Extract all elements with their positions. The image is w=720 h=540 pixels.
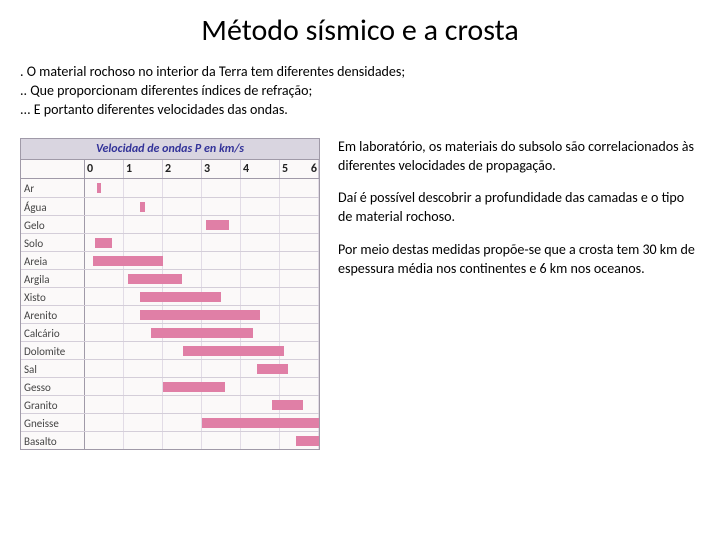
- axis-tick: 6: [309, 160, 317, 178]
- range-bar: [140, 202, 146, 212]
- axis-tick: 1: [124, 160, 163, 178]
- body-text: Em laboratório, os materiais do subsolo …: [338, 138, 700, 450]
- chart-row: Sal: [21, 359, 319, 377]
- axis-tick: 3: [202, 160, 241, 178]
- row-grid: [85, 198, 319, 215]
- velocity-chart: Velocidad de ondas P en km/s 0123456 ArÁ…: [20, 138, 320, 450]
- row-grid: [85, 252, 319, 269]
- page-title: Método sísmico e a crosta: [20, 12, 700, 49]
- row-grid: [85, 432, 319, 449]
- chart-header: Velocidad de ondas P en km/s: [21, 139, 319, 160]
- paragraph: Daí é possível descobrir a profundidade …: [338, 189, 700, 227]
- row-grid: [85, 270, 319, 287]
- axis-tick: 2: [163, 160, 202, 178]
- range-bar: [97, 183, 101, 193]
- row-label: Gneisse: [21, 414, 85, 431]
- row-grid: [85, 360, 319, 377]
- range-bar: [202, 418, 319, 428]
- range-bar: [272, 400, 303, 410]
- row-label: Água: [21, 198, 85, 215]
- axis-tick: 0: [85, 160, 124, 178]
- range-bar: [151, 328, 252, 338]
- row-grid: [85, 378, 319, 395]
- row-label: Calcário: [21, 324, 85, 341]
- row-label: Gelo: [21, 216, 85, 233]
- row-label: Gesso: [21, 378, 85, 395]
- bullet-item: ... E portanto diferentes velocidades da…: [20, 101, 700, 120]
- chart-row: Basalto: [21, 431, 319, 449]
- row-label: Argila: [21, 270, 85, 287]
- row-grid: [85, 288, 319, 305]
- chart-row: Ar: [21, 179, 319, 197]
- range-bar: [95, 238, 113, 248]
- range-bar: [163, 382, 225, 392]
- chart-row: Argila: [21, 269, 319, 287]
- row-grid: [85, 234, 319, 251]
- chart-row: Gelo: [21, 215, 319, 233]
- chart-row: Gneisse: [21, 413, 319, 431]
- row-grid: [85, 396, 319, 413]
- row-label: Solo: [21, 234, 85, 251]
- chart-axis: 0123456: [21, 160, 319, 179]
- bullet-list: . O material rochoso no interior da Terr…: [20, 63, 700, 120]
- row-label: Dolomite: [21, 342, 85, 359]
- row-grid: [85, 342, 319, 359]
- row-grid: [85, 414, 319, 431]
- chart-row: Calcário: [21, 323, 319, 341]
- axis-tick: 4: [241, 160, 280, 178]
- chart-row: Arenito: [21, 305, 319, 323]
- chart-row: Solo: [21, 233, 319, 251]
- chart-row: Água: [21, 197, 319, 215]
- bullet-item: . O material rochoso no interior da Terr…: [20, 63, 700, 82]
- paragraph: Por meio destas medidas propõe-se que a …: [338, 241, 700, 279]
- row-grid: [85, 216, 319, 233]
- range-bar: [296, 436, 319, 446]
- row-label: Areia: [21, 252, 85, 269]
- chart-row: Gesso: [21, 377, 319, 395]
- range-bar: [183, 346, 284, 356]
- bullet-item: .. Que proporcionam diferentes índices d…: [20, 82, 700, 101]
- row-grid: [85, 324, 319, 341]
- range-bar: [206, 220, 229, 230]
- chart-row: Xisto: [21, 287, 319, 305]
- range-bar: [140, 292, 222, 302]
- row-label: Arenito: [21, 306, 85, 323]
- row-grid: [85, 306, 319, 323]
- chart-row: Areia: [21, 251, 319, 269]
- row-label: Basalto: [21, 432, 85, 449]
- chart-row: Dolomite: [21, 341, 319, 359]
- row-label: Xisto: [21, 288, 85, 305]
- range-bar: [140, 310, 261, 320]
- row-grid: [85, 179, 319, 197]
- row-label: Granito: [21, 396, 85, 413]
- range-bar: [93, 256, 163, 266]
- paragraph: Em laboratório, os materiais do subsolo …: [338, 138, 700, 176]
- row-label: Ar: [21, 179, 85, 197]
- range-bar: [128, 274, 183, 284]
- chart-row: Granito: [21, 395, 319, 413]
- row-label: Sal: [21, 360, 85, 377]
- range-bar: [257, 364, 288, 374]
- axis-spacer: [21, 160, 85, 178]
